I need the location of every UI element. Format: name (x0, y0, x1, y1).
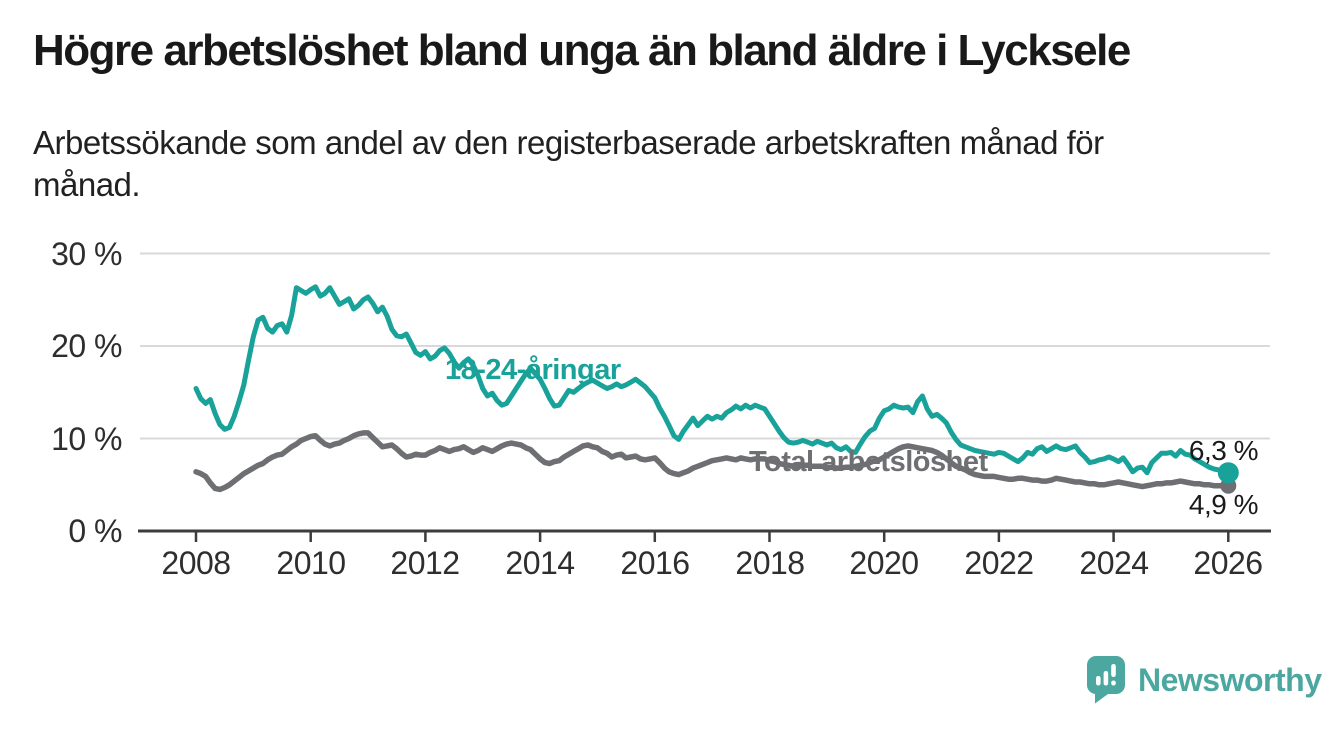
x-axis-label-2008: 2008 (161, 545, 231, 581)
x-axis-label-2024: 2024 (1079, 545, 1149, 581)
end-value-label-youth: 6,3 % (1188, 435, 1259, 466)
end-dot-youth (1217, 462, 1239, 484)
x-axis-label-2016: 2016 (620, 545, 690, 581)
x-axis-label-2014: 2014 (505, 545, 575, 581)
y-axis-label-20: 20 % (51, 328, 122, 364)
newsworthy-logo-icon (1087, 656, 1125, 704)
page-title: Högre arbetslöshet bland unga än bland ä… (33, 26, 1131, 75)
y-axis-label-30: 30 % (51, 236, 122, 272)
x-axis-label-2012: 2012 (390, 545, 460, 581)
newsworthy-logo-text: Newsworthy (1138, 661, 1322, 698)
x-axis-label-2022: 2022 (964, 545, 1034, 581)
series-label-total: Total arbetslöshet (749, 446, 988, 478)
x-axis-label-2026: 2026 (1193, 545, 1263, 581)
chart-subtitle: Arbetssökande som andel av den registerb… (33, 124, 1104, 204)
series-line-youth (193, 284, 1231, 476)
x-axis-label-2010: 2010 (276, 545, 346, 581)
newsworthy-logo: Newsworthy (1087, 656, 1322, 704)
x-axis-label-2020: 2020 (849, 545, 919, 581)
series-label-youth: 18-24-åringar (445, 354, 621, 386)
y-axis-label-0: 0 % (68, 513, 122, 549)
series-line-total (193, 430, 1232, 493)
y-axis-label-10: 10 % (51, 421, 122, 457)
x-axis-label-2018: 2018 (735, 545, 805, 581)
end-value-label-total: 4,9 % (1188, 489, 1259, 520)
